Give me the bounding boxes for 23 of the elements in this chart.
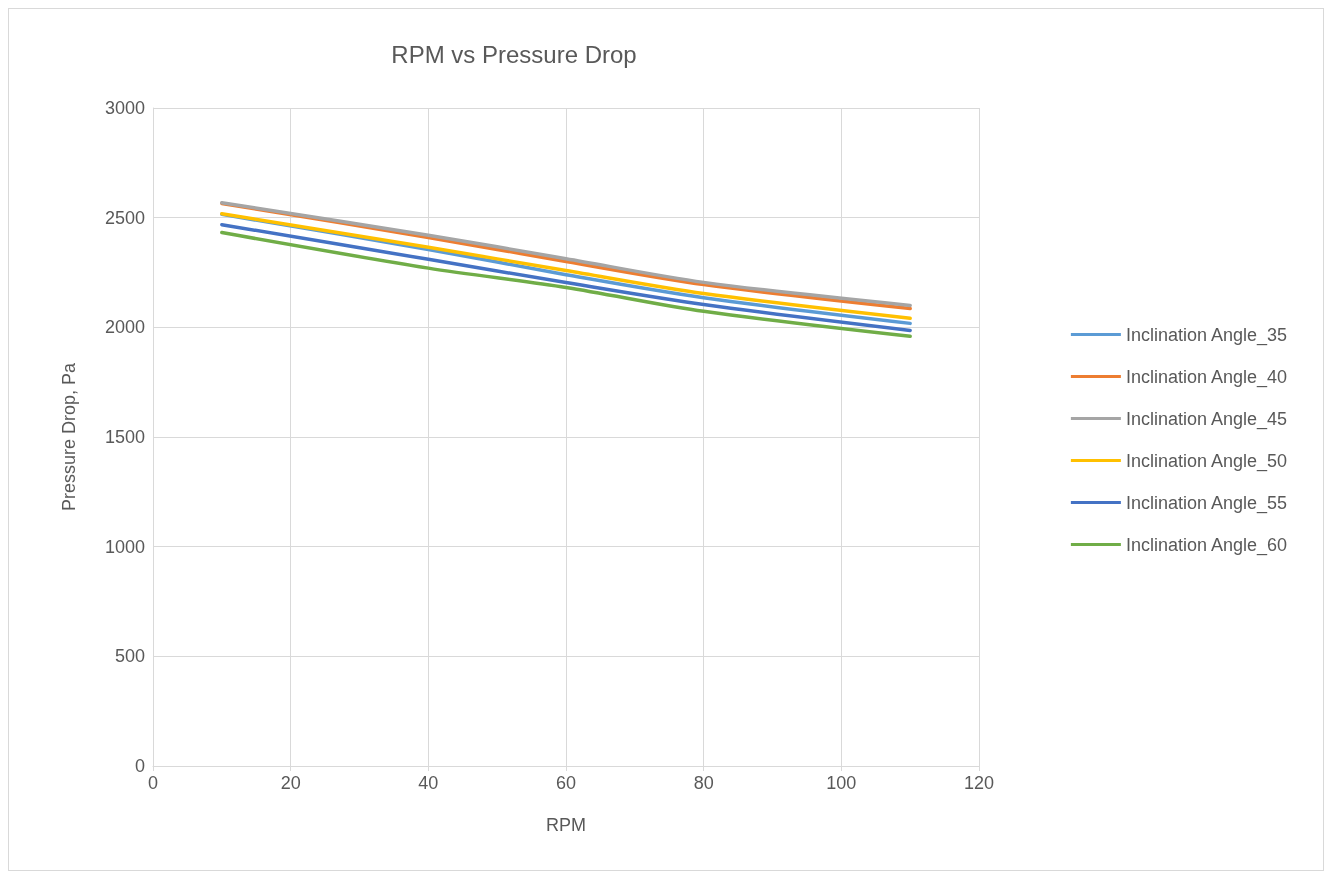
legend-label: Inclination Angle_45 [1125,408,1288,430]
y-tick-label: 2500 [104,207,145,228]
y-tick-label: 1500 [104,427,145,447]
x-tick-label: 20 [280,773,301,793]
legend-label: Inclination Angle_35 [1125,324,1288,346]
y-tick-label: 2000 [104,317,145,338]
x-tick-label: 40 [418,773,439,793]
y-tick-label: 500 [114,646,145,667]
legend-label: Inclination Angle_60 [1125,534,1288,556]
legend-label: Inclination Angle_55 [1125,492,1288,514]
x-tick-label: 120 [963,773,995,793]
y-tick-label: 0 [134,756,145,776]
x-tick-label: 60 [555,773,577,793]
y-tick-label: 3000 [104,98,145,118]
y-axis-title: Pressure Drop, Pa [59,361,79,512]
legend-label: Inclination Angle_50 [1125,450,1288,472]
x-axis-title: RPM [546,815,586,835]
x-tick-label: 100 [826,773,857,793]
x-tick-label: 80 [693,773,714,793]
y-tick-label: 1000 [104,536,145,557]
x-tick-label: 0 [147,773,159,793]
legend-label: Inclination Angle_40 [1125,366,1288,388]
chart-title: RPM vs Pressure Drop [391,40,637,68]
